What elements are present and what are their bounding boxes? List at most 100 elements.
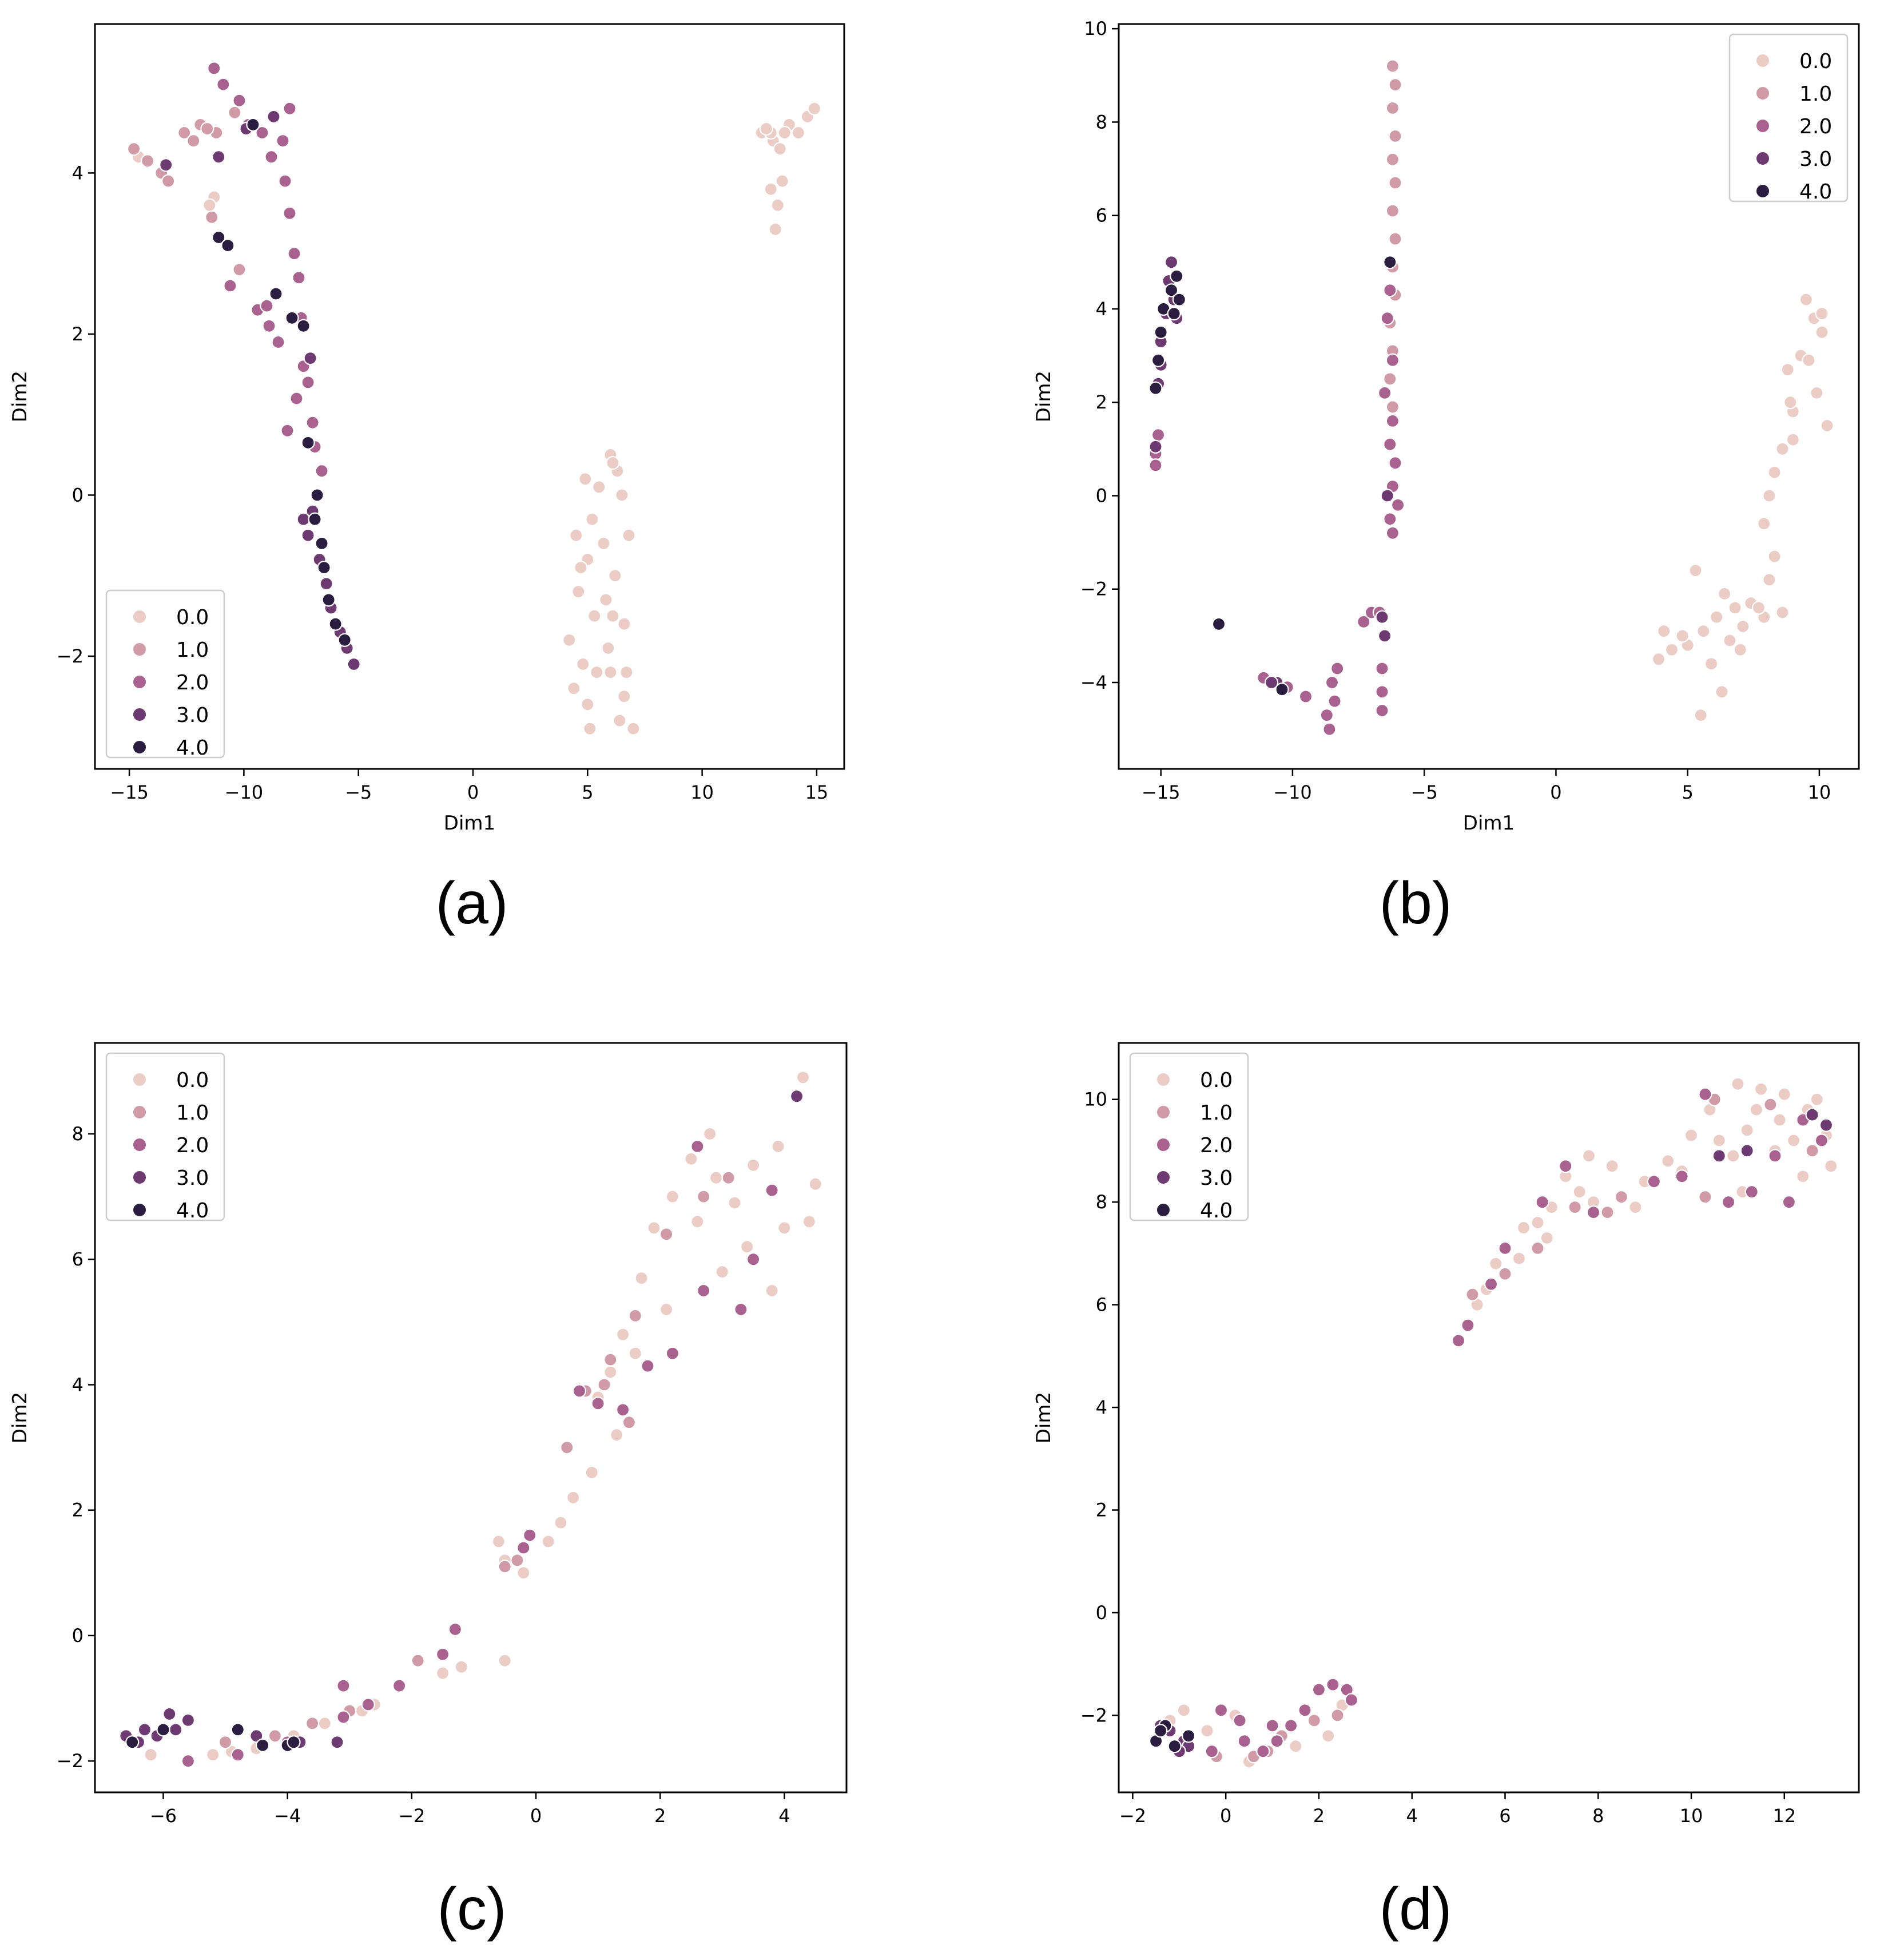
point-class-3-0 [1164,255,1179,269]
x-tick-label: 10 [690,781,714,803]
point-class-3-0 [181,1713,195,1728]
point-class-2-0 [1344,1693,1359,1707]
legend-marker [1156,1137,1171,1152]
point-class-1-0 [1763,1097,1778,1112]
point-class-2-0 [207,61,221,76]
point-class-0-0 [1531,1215,1545,1230]
point-class-0-0 [1717,586,1732,601]
point-class-0-0 [1740,1123,1754,1137]
point-class-0-0 [615,488,629,502]
y-tick-label: 8 [1096,1191,1107,1213]
scatter-plot-d: −2 0 2 4 6 8 10 12 −2 0 2 4 6 8 10 Dim1 Dim2 0.0 1.0 2.0 3.0… [1032,1042,1860,1838]
legend-label: 1.0 [1799,82,1832,106]
point-class-1-0 [1388,129,1402,143]
point-class-3-0 [296,512,311,526]
point-class-1-0 [186,134,201,148]
legend-label: 4.0 [176,1199,209,1223]
point-class-0-0 [1767,465,1782,479]
point-class-2-0 [1311,1683,1326,1697]
point-class-1-0 [228,105,242,120]
legend-marker [1755,151,1770,166]
scatter-plot-b: −15 −10 −5 0 5 10 −4 −2 0 2 4 6 8 10 Dim1 Dim2 0.0 1.0 2.0… [1032,18,1860,835]
x-axis-title: Dim1 [1463,812,1515,835]
point-class-2-0 [305,415,320,430]
point-class-2-0 [591,1396,605,1411]
point-class-1-0 [205,210,219,224]
y-tick-label: 4 [72,162,84,184]
point-class-0-0 [603,665,618,680]
point-class-0-0 [1810,1092,1824,1106]
point-class-2-0 [1385,353,1400,367]
y-tick-label: 4 [1096,298,1107,320]
point-class-0-0 [613,713,627,728]
point-class-2-0 [1298,689,1313,704]
point-class-0-0 [740,1240,754,1254]
point-class-0-0 [709,1171,724,1185]
point-class-2-0 [1233,1713,1247,1728]
point-class-1-0 [1614,1190,1629,1204]
panel-a: −15 −10 −5 0 5 10 15 −2 0 2 4 Dim1 Dim2 0.0 1.0 2.0 3.0 4… [0,0,944,980]
panel-d: −2 0 2 4 6 8 10 12 −2 0 2 4 6 8 10 Dim1 Dim2 0.0 1.0 2.0 3.0… [944,980,1887,1960]
point-class-0-0 [1200,1724,1214,1738]
point-class-2-0 [283,101,297,116]
point-class-0-0 [626,721,641,736]
legend-marker [132,675,147,689]
point-class-0-0 [647,1221,661,1235]
point-class-0-0 [728,1196,742,1210]
point-class-2-0 [278,174,292,188]
point-class-2-0 [1383,437,1397,451]
x-tick-label: 6 [1499,1805,1511,1827]
point-class-3-0 [169,1723,183,1737]
point-class-0-0 [1731,1077,1745,1091]
x-tick-label: 2 [1313,1805,1325,1827]
point-class-2-0 [1319,708,1334,723]
legend: 0.0 1.0 2.0 3.0 4.0 [1728,33,1849,204]
point-class-0-0 [554,1515,568,1530]
x-tick-label: 15 [805,781,829,803]
point-class-1-0 [1385,101,1400,115]
legend-marker [132,609,147,624]
point-class-1-0 [603,1352,618,1367]
point-class-1-0 [1385,204,1400,218]
point-class-1-0 [1805,1144,1819,1158]
point-class-2-0 [232,93,247,108]
point-class-2-0 [1498,1241,1512,1255]
point-class-2-0 [1744,1185,1759,1199]
point-class-2-0 [641,1359,655,1373]
point-class-0-0 [765,1283,779,1298]
point-class-2-0 [1586,1205,1601,1220]
point-class-0-0 [808,1177,822,1191]
point-class-2-0 [1375,661,1389,676]
point-class-0-0 [773,142,787,156]
point-class-3-0 [1805,1108,1819,1122]
point-class-2-0 [262,319,276,333]
y-tick-label: 2 [1096,391,1107,413]
point-class-0-0 [592,480,606,494]
point-class-2-0 [1698,1087,1712,1101]
point-class-4-0 [1383,255,1397,269]
point-class-3-0 [159,158,173,172]
point-class-1-0 [177,125,192,140]
point-class-3-0 [301,528,315,542]
point-class-1-0 [1388,232,1402,246]
plot-frame [1118,1042,1860,1794]
point-class-2-0 [255,125,269,140]
point-class-2-0 [1782,1195,1796,1209]
point-class-2-0 [572,1384,587,1398]
point-class-0-0 [574,560,588,575]
point-class-1-0 [161,174,176,188]
point-class-0-0 [715,1265,729,1279]
point-class-0-0 [587,609,602,623]
point-class-0-0 [1762,573,1776,587]
legend-label: 1.0 [176,638,209,662]
point-class-2-0 [283,206,297,220]
point-class-0-0 [1810,386,1824,400]
point-class-0-0 [606,455,620,470]
point-class-2-0 [1535,1195,1549,1209]
legend-marker [1755,86,1770,101]
point-class-4-0 [317,560,331,575]
point-class-1-0 [305,1716,320,1731]
point-class-4-0 [310,488,324,502]
point-class-2-0 [746,1252,761,1267]
